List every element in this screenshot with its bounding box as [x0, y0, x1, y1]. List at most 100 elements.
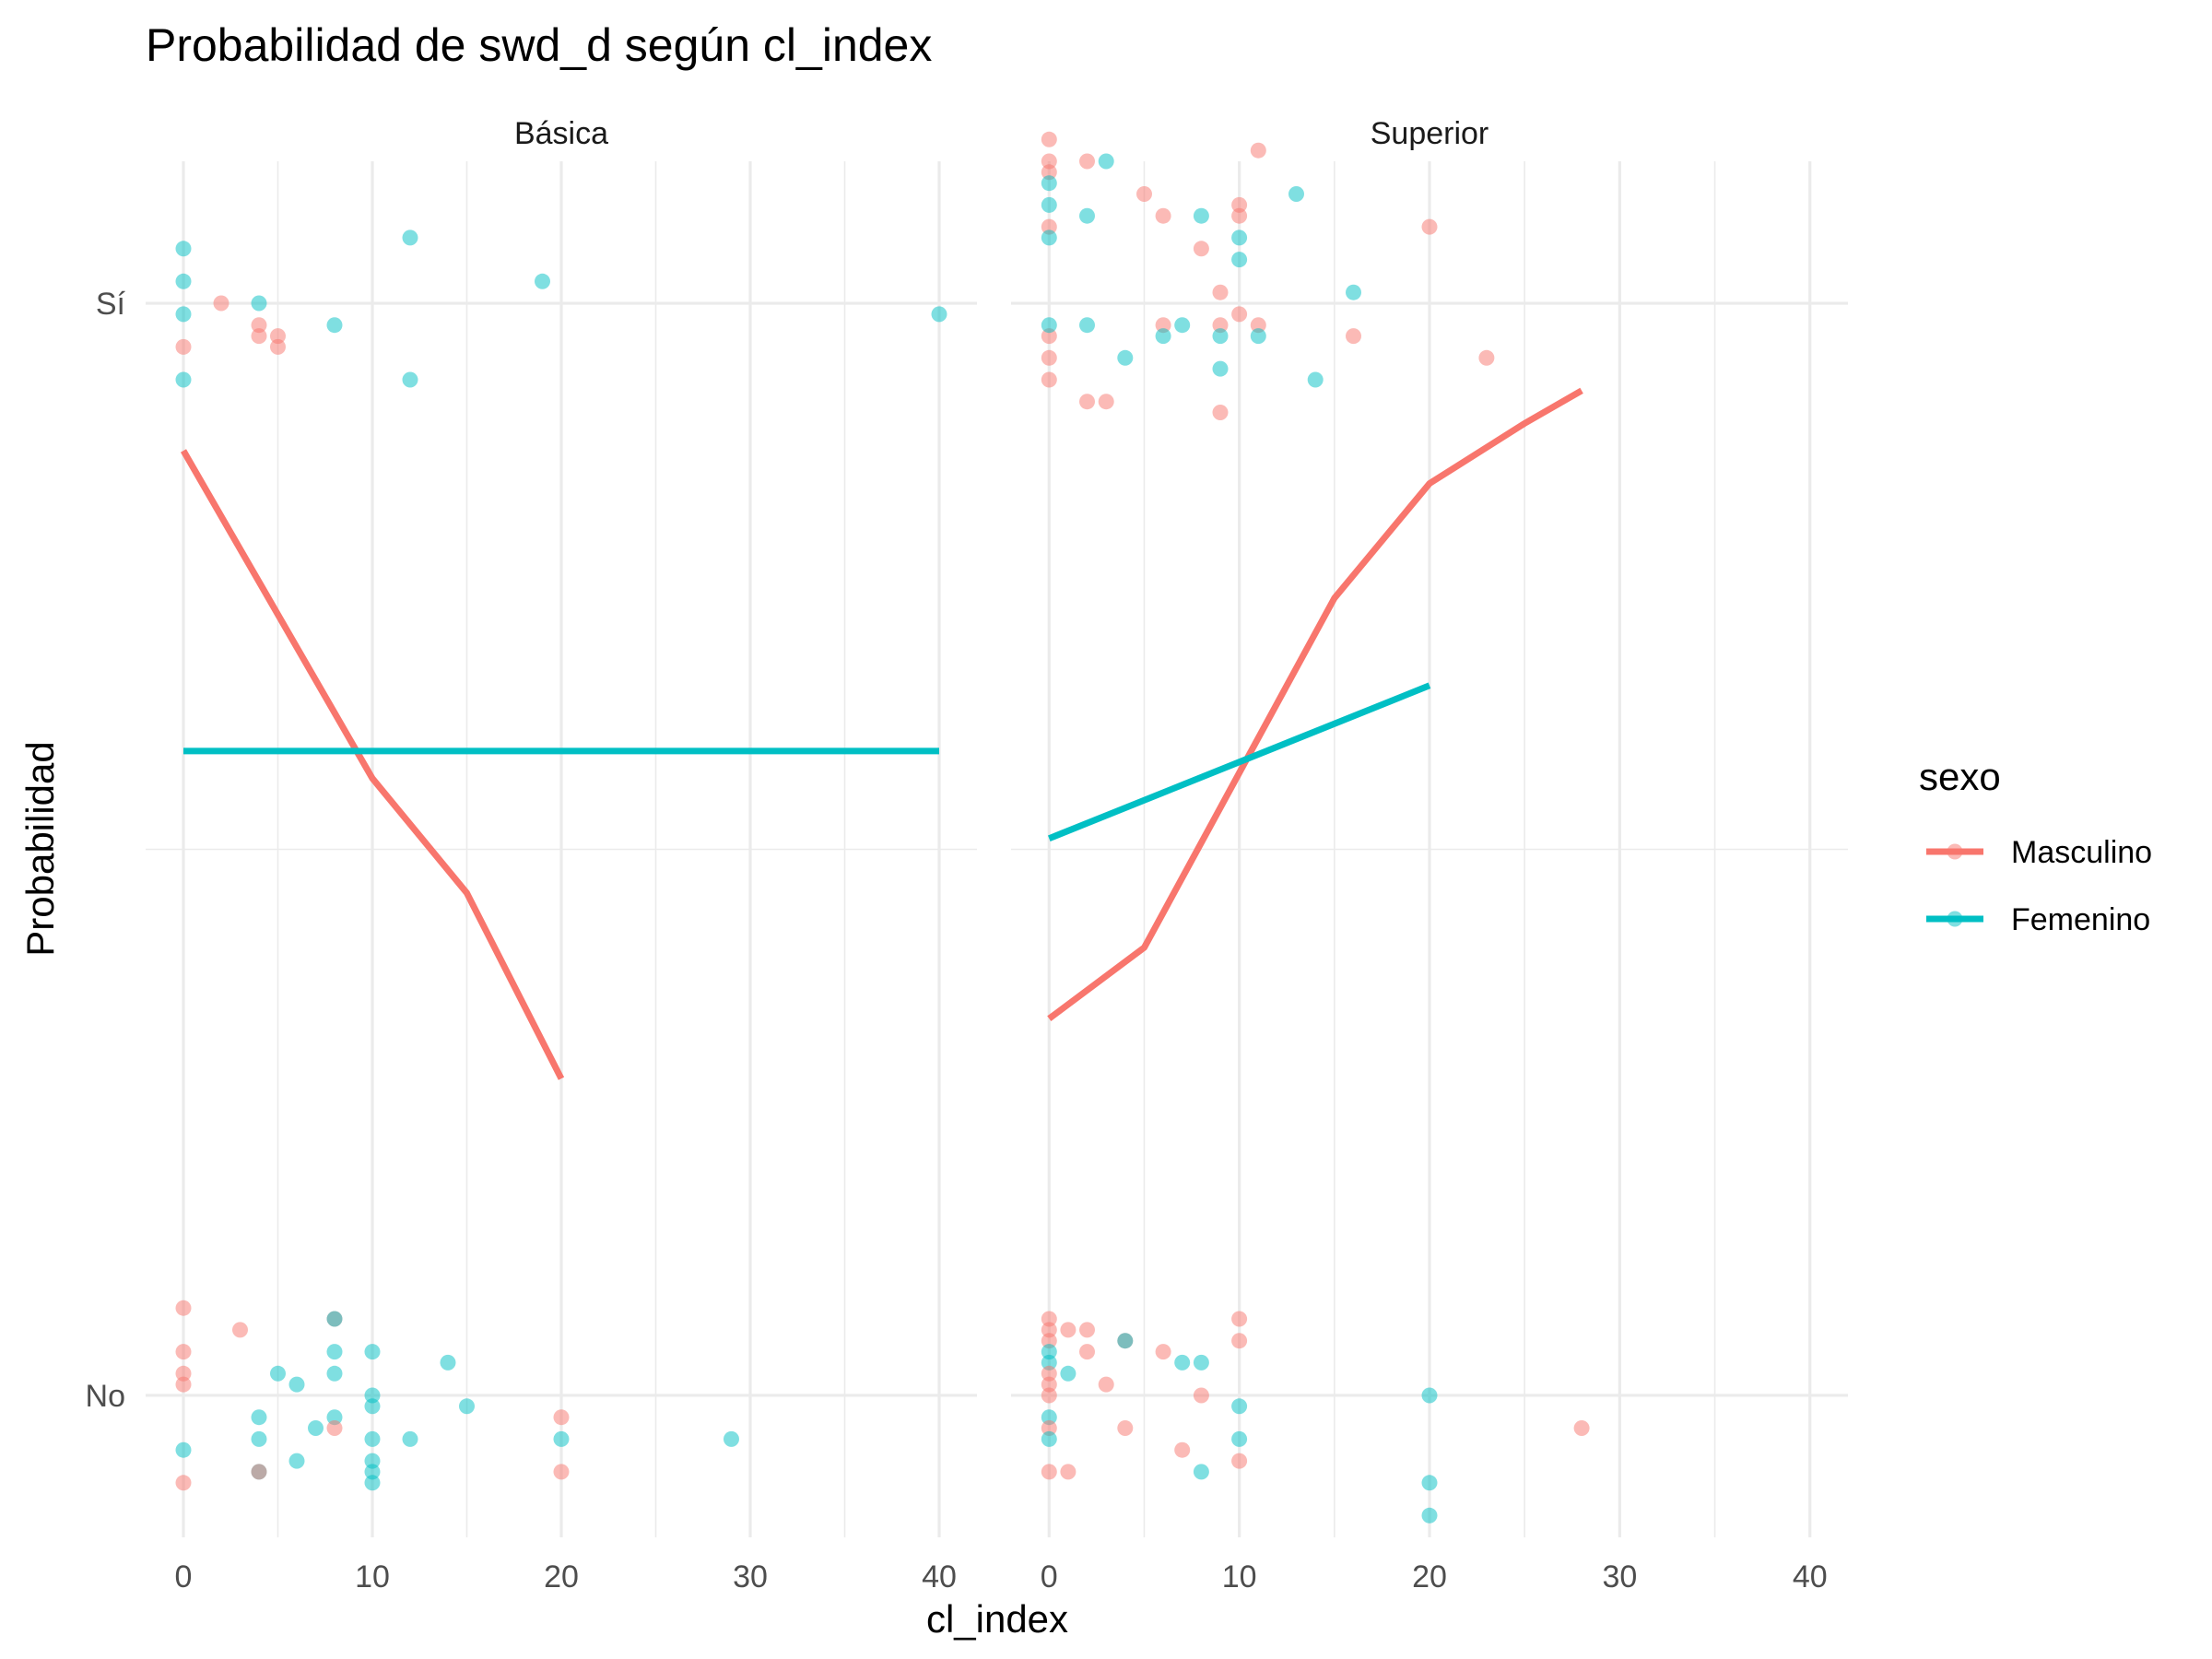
data-point — [1041, 1464, 1057, 1480]
data-point — [1098, 1376, 1114, 1393]
data-point — [288, 1376, 305, 1393]
fit-line-basica-masculino — [180, 449, 565, 1080]
data-point — [326, 317, 343, 334]
data-point — [232, 1322, 248, 1338]
data-point — [1212, 284, 1229, 300]
data-point — [1041, 1311, 1057, 1327]
data-point — [251, 1409, 267, 1426]
data-point — [1098, 153, 1114, 170]
x-tick-label: 30 — [733, 1559, 768, 1594]
data-point — [364, 1464, 381, 1480]
data-point — [1060, 1322, 1077, 1338]
data-point — [1079, 1344, 1095, 1360]
data-point — [1041, 1354, 1057, 1371]
data-point — [364, 1430, 381, 1447]
data-point — [1041, 1376, 1057, 1393]
data-point — [1250, 142, 1266, 159]
data-point — [459, 1398, 475, 1415]
x-tick-label: 0 — [175, 1559, 193, 1594]
data-point — [1231, 229, 1248, 246]
data-point — [326, 1365, 343, 1382]
y-tick-label: Sí — [96, 287, 126, 322]
data-point — [1041, 1387, 1057, 1404]
data-point — [1288, 186, 1304, 202]
legend-label-femenino: Femenino — [2011, 902, 2150, 937]
x-tick-labels-basica: 0 10 20 30 40 — [175, 1559, 957, 1594]
data-point — [175, 1300, 192, 1316]
data-point — [1421, 218, 1438, 235]
data-point — [1136, 186, 1152, 202]
data-point — [1250, 328, 1266, 345]
points-basica — [175, 229, 947, 1491]
data-point — [1117, 1420, 1134, 1436]
data-point — [308, 1420, 324, 1436]
data-point — [1041, 328, 1057, 345]
legend: sexo Masculino Femenino — [1919, 755, 2152, 937]
data-point — [251, 1464, 267, 1480]
data-point — [1041, 196, 1057, 213]
chart-title: Probabilidad de swd_d según cl_index — [146, 19, 932, 71]
data-point — [1212, 317, 1229, 334]
data-point — [440, 1354, 456, 1371]
data-point — [1231, 196, 1248, 213]
x-tick-labels-superior: 0 10 20 30 40 — [1041, 1559, 1828, 1594]
data-point — [1041, 1333, 1057, 1349]
data-point — [1231, 306, 1248, 323]
data-point — [402, 1430, 418, 1447]
data-point — [1079, 1322, 1095, 1338]
data-point — [175, 273, 192, 289]
data-point — [553, 1430, 570, 1447]
data-point — [1079, 317, 1095, 334]
data-point — [1117, 349, 1134, 366]
facet-label-superior: Superior — [1371, 116, 1489, 151]
data-point — [1346, 328, 1361, 345]
data-point — [931, 306, 947, 323]
data-point — [1212, 328, 1229, 345]
data-point — [1041, 1365, 1057, 1382]
data-point — [1155, 317, 1171, 334]
data-point — [1041, 1430, 1057, 1447]
x-tick-label: 40 — [1793, 1559, 1828, 1594]
y-tick-labels: No Sí — [86, 287, 126, 1414]
x-axis-title: cl_index — [926, 1597, 1068, 1641]
data-point — [1041, 1409, 1057, 1426]
data-point — [270, 338, 286, 355]
data-point — [175, 1365, 192, 1382]
data-point — [1079, 394, 1095, 410]
data-point — [1060, 1365, 1077, 1382]
y-tick-label: No — [86, 1379, 125, 1414]
x-tick-label: 10 — [1222, 1559, 1257, 1594]
data-point — [1573, 1420, 1590, 1436]
legend-key-point-masculino — [1947, 843, 1963, 860]
data-point — [251, 317, 267, 334]
data-point — [1155, 207, 1171, 224]
data-point — [1079, 153, 1095, 170]
data-point — [1174, 317, 1191, 334]
y-axis-title: Probabilidad — [18, 741, 62, 957]
data-point — [1041, 1322, 1057, 1338]
data-point — [175, 241, 192, 257]
data-point — [326, 1409, 343, 1426]
data-point — [1250, 317, 1266, 334]
fit-line-superior-femenino — [1047, 682, 1431, 841]
fit-line-superior-masculino — [1047, 387, 1583, 1022]
data-point — [1155, 1344, 1171, 1360]
data-point — [270, 1365, 286, 1382]
data-point — [1231, 1398, 1248, 1415]
data-point — [1231, 207, 1248, 224]
data-point — [364, 1387, 381, 1404]
data-point — [251, 328, 267, 345]
data-point — [364, 1453, 381, 1469]
data-point — [1041, 175, 1057, 192]
data-point — [1098, 394, 1114, 410]
data-point — [270, 328, 286, 345]
data-point — [402, 229, 418, 246]
x-tick-label: 0 — [1041, 1559, 1058, 1594]
data-point — [1421, 1387, 1438, 1404]
data-point — [1478, 349, 1495, 366]
data-point — [175, 306, 192, 323]
grid-superior — [1011, 161, 1848, 1537]
fit-lines-basica — [180, 449, 939, 1080]
data-point — [251, 1430, 267, 1447]
data-point — [1041, 218, 1057, 235]
